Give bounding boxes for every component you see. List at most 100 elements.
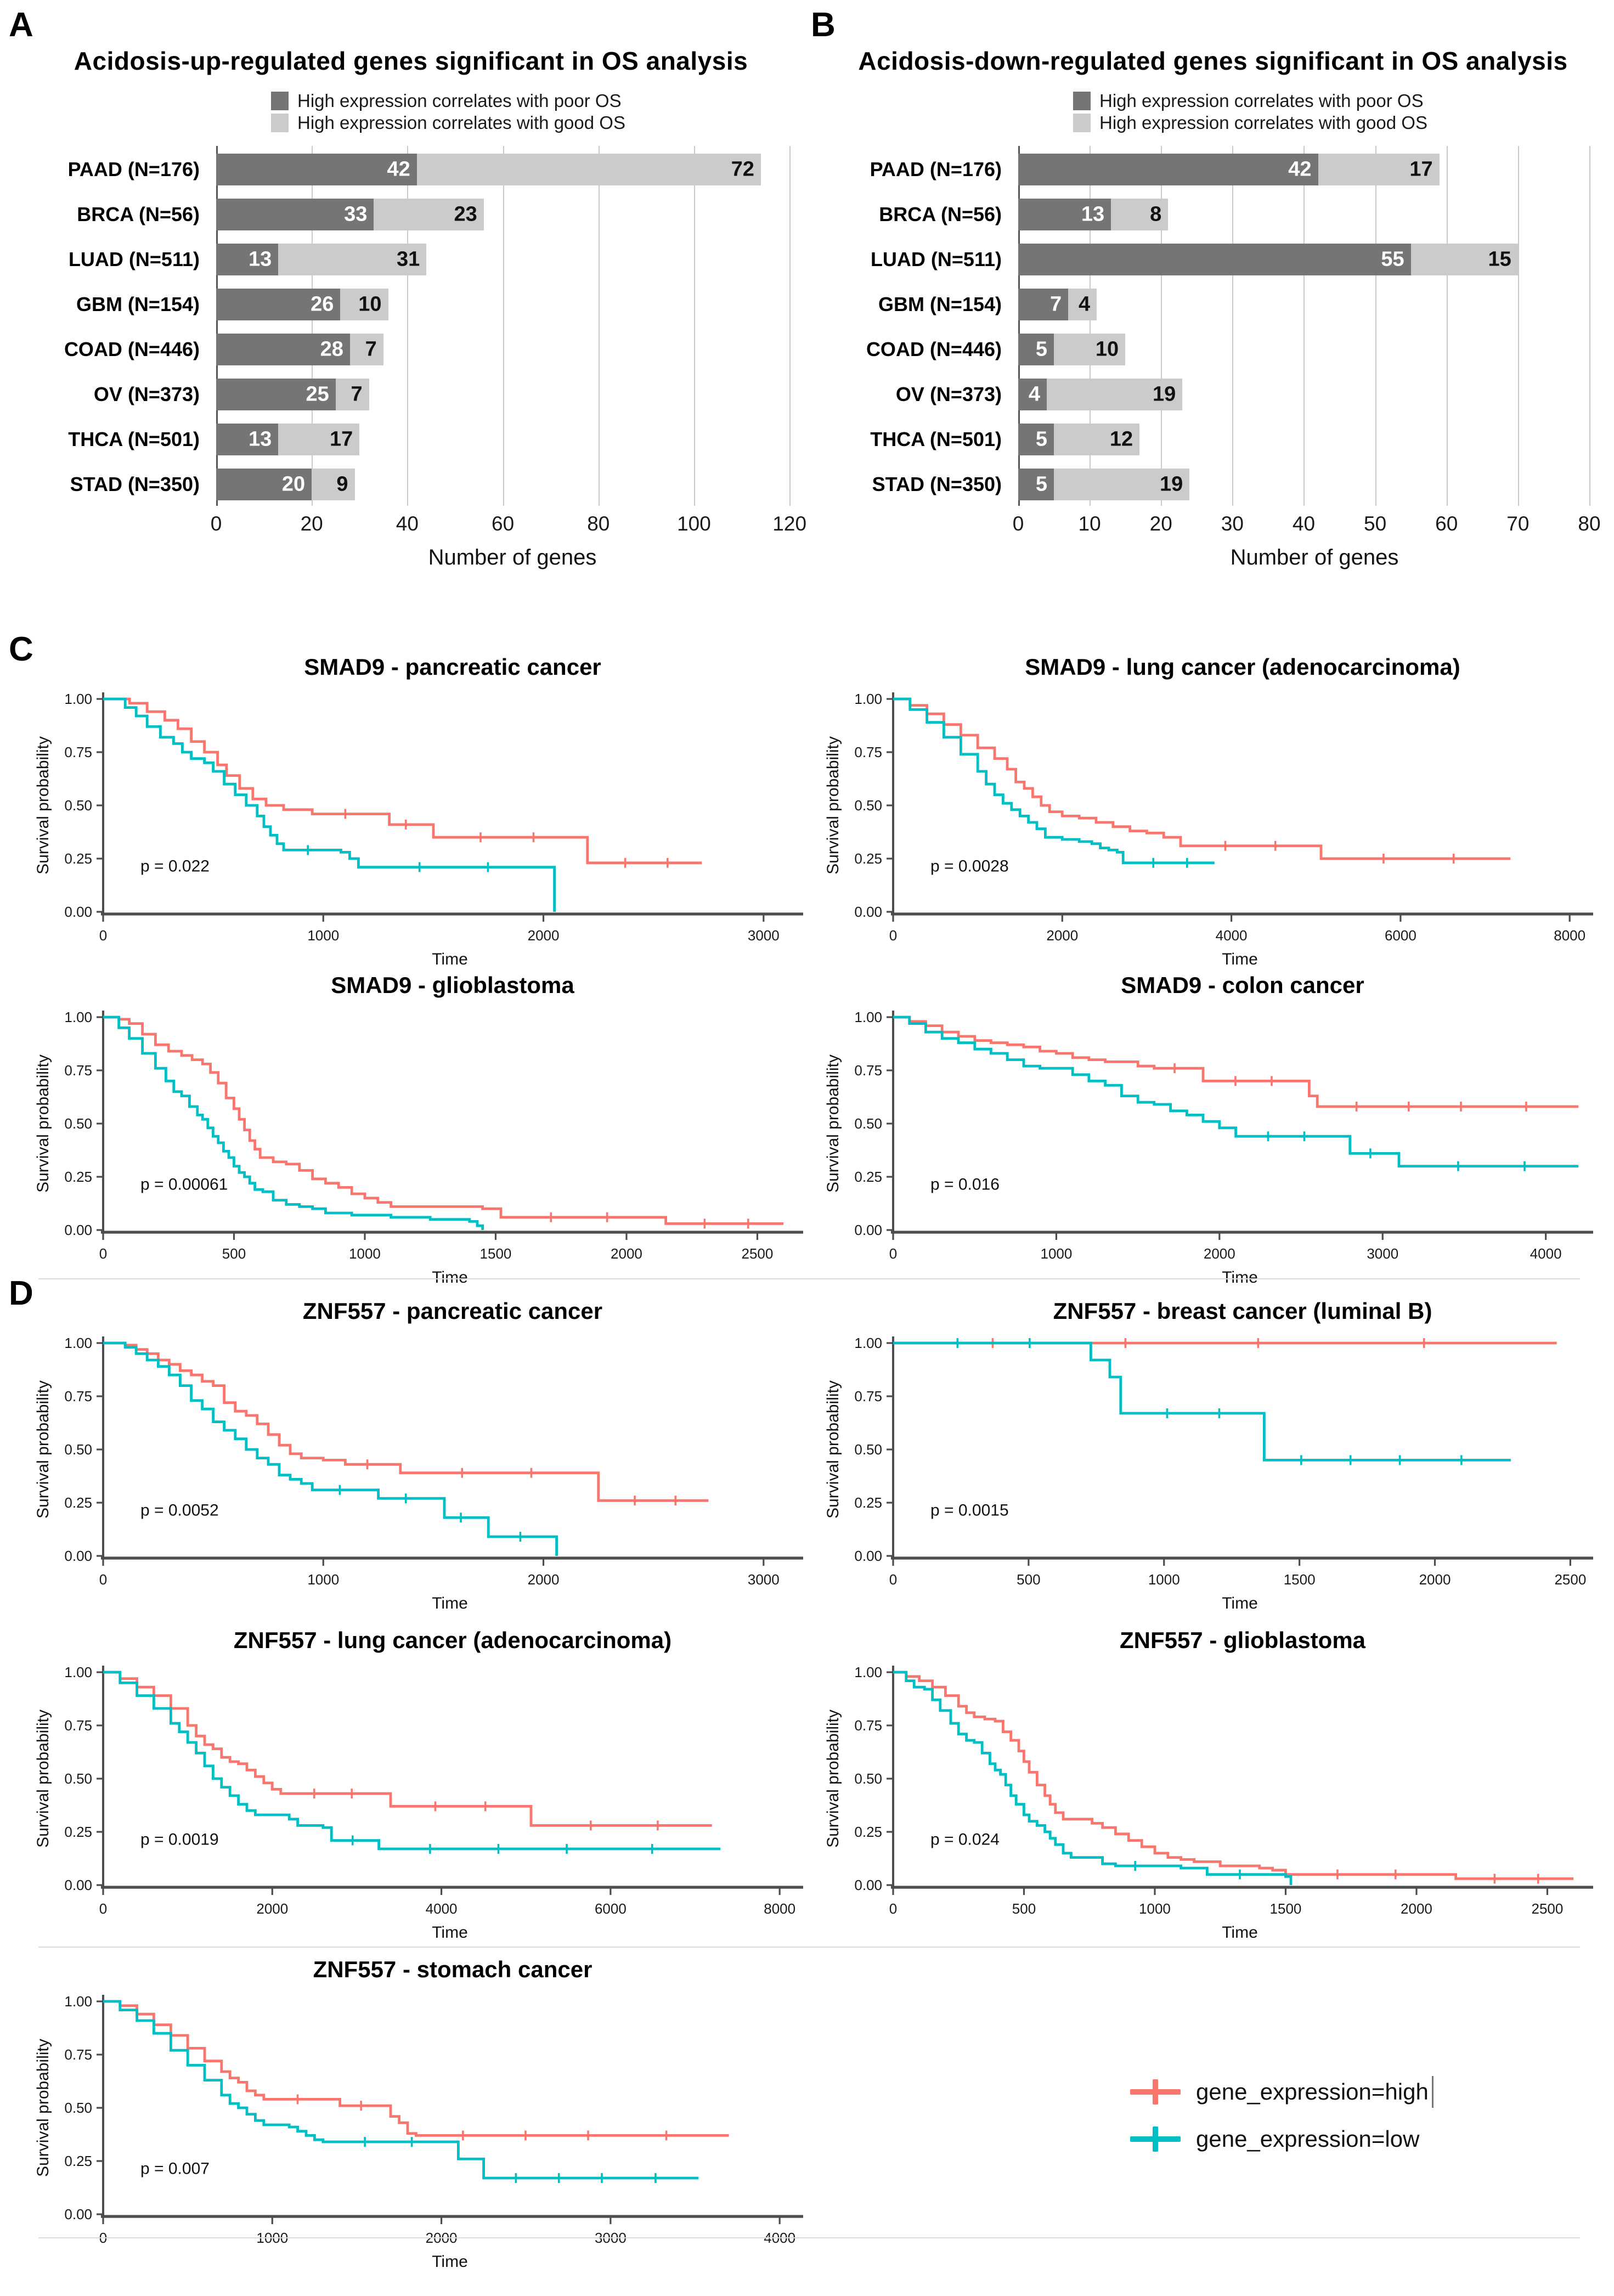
svg-text:p = 0.0015: p = 0.0015 [930, 1501, 1009, 1519]
bar-value-label: 23 [454, 202, 477, 226]
category-label: PAAD (N=176) [67, 158, 200, 180]
bar-row: STAD (N=350) 20 9 [70, 469, 809, 500]
svg-text:6000: 6000 [1385, 927, 1417, 944]
bar-value-label: 5 [1035, 337, 1048, 361]
km-legend-item-high: gene_expression=high [1130, 2068, 1434, 2116]
svg-text:8000: 8000 [764, 1900, 795, 1917]
x-tick-label: 50 [1364, 512, 1387, 535]
svg-text:2000: 2000 [528, 927, 560, 944]
category-label: LUAD (N=511) [68, 248, 200, 270]
panel-a-title: Acidosis-up-regulated genes significant … [74, 47, 748, 75]
category-label: BRCA (N=56) [879, 203, 1002, 225]
svg-text:1.00: 1.00 [854, 1664, 882, 1680]
svg-text:0.25: 0.25 [64, 850, 92, 867]
x-tick-label: 100 [677, 512, 711, 535]
svg-text:0.25: 0.25 [854, 1824, 882, 1840]
km-plot-znf557-lung: ZNF557 - lung cancer (adenocarcinoma) 0.… [33, 1627, 812, 1942]
svg-text:2000: 2000 [1046, 927, 1078, 944]
svg-text:1.00: 1.00 [854, 1009, 882, 1025]
bar-value-label: 12 [1109, 427, 1133, 451]
section-divider [38, 1278, 1580, 1279]
svg-text:2500: 2500 [742, 1245, 774, 1262]
svg-text:0.00: 0.00 [64, 1877, 92, 1893]
bar-row: LUAD (N=511) 13 31 [69, 244, 809, 275]
svg-text:Time: Time [1222, 1594, 1258, 1612]
svg-text:0.75: 0.75 [854, 1062, 882, 1079]
category-label: THCA (N=501) [68, 428, 200, 450]
bar-row: OV (N=373) 25 7 [94, 379, 809, 410]
svg-text:Time: Time [432, 1923, 468, 1942]
km-plot-title: SMAD9 - lung cancer (adenocarcinoma) [1025, 654, 1460, 680]
km-plot-title: ZNF557 - breast cancer (luminal B) [1053, 1298, 1432, 1324]
svg-text:1500: 1500 [1270, 1900, 1302, 1917]
svg-text:0.75: 0.75 [854, 1388, 882, 1404]
category-label: PAAD (N=176) [870, 158, 1002, 180]
bar-value-label: 25 [306, 382, 329, 406]
bar-segment-poor-os: 25 [216, 379, 336, 410]
svg-text:4000: 4000 [1216, 927, 1248, 944]
svg-text:2000: 2000 [256, 1900, 288, 1917]
km-plot-smad9-lung: SMAD9 - lung cancer (adenocarcinoma) 0.0… [823, 654, 1602, 969]
svg-text:0.50: 0.50 [64, 1115, 92, 1132]
svg-text:0: 0 [889, 1900, 897, 1917]
svg-text:0.00: 0.00 [64, 1222, 92, 1238]
bar-row: GBM (N=154) 26 10 [76, 289, 809, 320]
svg-text:0: 0 [99, 927, 107, 944]
km-plot-canvas: 0.00 0.25 0.50 0.75 1.00 0 1000 2000 3000 Time Sur… [34, 1335, 803, 1612]
svg-text:2000: 2000 [528, 1571, 560, 1588]
svg-text:0.25: 0.25 [854, 850, 882, 867]
x-tick-label: 0 [1012, 512, 1024, 535]
legend-swatch-dark [271, 92, 289, 110]
category-label: THCA (N=501) [870, 428, 1002, 450]
svg-text:0.25: 0.25 [64, 1494, 92, 1511]
svg-text:4000: 4000 [426, 1900, 458, 1917]
km-plot-canvas: 0.00 0.25 0.50 0.75 1.00 0 500 1000 1500 2000 2500… [824, 1335, 1593, 1612]
bar-segment-poor-os: 7 [1018, 289, 1069, 320]
km-plot-smad9-colon: SMAD9 - colon cancer 0.00 0.25 0.50 0.75 1.0… [823, 972, 1602, 1287]
svg-text:500: 500 [1012, 1900, 1036, 1917]
bar-row: STAD (N=350) 5 19 [872, 469, 1611, 500]
svg-text:0.00: 0.00 [854, 1222, 882, 1238]
x-tick-label: 10 [1078, 512, 1101, 535]
legend-swatch-dark [1073, 92, 1091, 110]
km-plot-title: SMAD9 - glioblastoma [331, 972, 574, 998]
bar-value-label: 13 [248, 427, 272, 451]
km-plot-znf557-breast: ZNF557 - breast cancer (luminal B) 0.00 0… [823, 1298, 1602, 1613]
bar-segment-poor-os: 13 [216, 244, 279, 275]
bar-value-label: 9 [336, 472, 348, 496]
svg-text:2500: 2500 [1554, 1571, 1586, 1588]
legend-label: High expression correlates with good OS [1099, 112, 1427, 133]
svg-text:0.50: 0.50 [854, 1115, 882, 1132]
bar-segment-good-os: 10 [1054, 334, 1126, 365]
km-plot-smad9-glioblastoma: SMAD9 - glioblastoma 0.00 0.25 0.50 0.75 1.0… [33, 972, 812, 1287]
svg-text:0.75: 0.75 [64, 1062, 92, 1079]
svg-text:0.50: 0.50 [854, 797, 882, 814]
x-tick-label: 0 [210, 512, 222, 535]
svg-text:p = 0.0052: p = 0.0052 [140, 1501, 219, 1519]
svg-text:0.50: 0.50 [64, 2100, 92, 2116]
svg-text:p = 0.007: p = 0.007 [140, 2159, 210, 2177]
svg-text:2000: 2000 [1401, 1900, 1432, 1917]
x-tick-label: 40 [396, 512, 419, 535]
bar-row: PAAD (N=176) 42 72 [68, 154, 809, 185]
svg-text:Time: Time [1222, 1268, 1258, 1287]
bar-chart-area: PAAD (N=176) 42 72 BRCA (N=56) 33 23 LUAD (N=5… [13, 146, 809, 570]
km-plot-canvas: 0.00 0.25 0.50 0.75 1.00 0 1000 2000 3000 4000 Tim… [824, 1009, 1593, 1287]
svg-text:0: 0 [99, 1245, 107, 1262]
category-label: OV (N=373) [93, 383, 200, 405]
km-plot-title: ZNF557 - pancreatic cancer [302, 1298, 603, 1324]
svg-text:1500: 1500 [480, 1245, 512, 1262]
svg-text:1.00: 1.00 [64, 691, 92, 707]
category-label: GBM (N=154) [76, 293, 200, 315]
bar-segment-good-os: 12 [1054, 424, 1140, 455]
svg-text:Survival probability: Survival probability [824, 1710, 842, 1848]
x-axis-title: Number of genes [428, 545, 597, 569]
legend-swatch-light [1073, 114, 1091, 132]
svg-text:p = 0.024: p = 0.024 [930, 1830, 1000, 1848]
gridlines [216, 146, 809, 506]
x-axis-ticks: 0 10 20 30 40 50 60 70 80 [1013, 512, 1611, 541]
high-expression-curve-icon [1130, 2079, 1181, 2105]
legend-label: High expression correlates with poor OS [297, 91, 622, 111]
bar-segment-good-os: 17 [278, 424, 360, 455]
km-plot-title: ZNF557 - glioblastoma [1119, 1627, 1366, 1653]
